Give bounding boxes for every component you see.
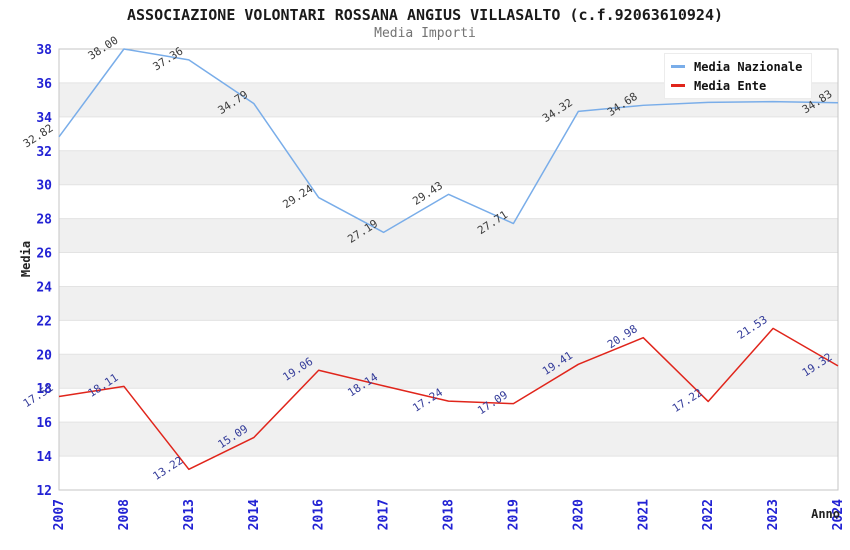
plot-band: [59, 150, 838, 185]
chart-subtitle: Media Importi: [374, 26, 476, 41]
series-line-media-nazionale: [58, 48, 839, 234]
y-tick-label: 12: [36, 484, 52, 499]
legend-swatch-nazionale-icon: [671, 65, 685, 68]
x-tick-label: 2022: [701, 499, 716, 530]
plot-band: [59, 456, 838, 490]
y-tick-label: 14: [36, 450, 52, 465]
y-axis-title: Media: [19, 240, 33, 278]
y-tick-label: 38: [36, 43, 52, 58]
legend-item-media-nazionale: Media Nazionale: [671, 60, 805, 74]
y-tick-label: 30: [36, 179, 52, 194]
x-tick-label: 2008: [117, 499, 132, 530]
y-tick-label: 18: [36, 382, 52, 397]
legend-swatch-ente-icon: [671, 84, 685, 87]
y-tick-label: 20: [36, 348, 52, 363]
x-axis-title: Anno: [811, 507, 840, 521]
plot-band: [59, 184, 838, 219]
x-tick-label: 2007: [52, 499, 67, 530]
y-tick-label: 32: [36, 145, 52, 160]
x-tick-label: 2018: [442, 499, 457, 530]
x-tick-label: 2017: [377, 499, 392, 530]
x-tick-label: 2024: [831, 499, 846, 530]
x-tick-label: 2021: [636, 499, 651, 530]
y-tick-label: 22: [36, 314, 52, 329]
y-tick-label: 28: [36, 213, 52, 228]
x-tick-label: 2023: [766, 499, 781, 530]
legend-label-nazionale: Media Nazionale: [694, 59, 803, 74]
x-tick-label: 2019: [506, 499, 521, 530]
plot-band: [59, 218, 838, 253]
plot-band: [59, 252, 838, 287]
x-tick-label: 2016: [312, 499, 327, 530]
y-tick-label: 24: [36, 280, 52, 295]
y-tick-label: 36: [36, 77, 52, 92]
legend-item-media-ente: Media Ente: [671, 79, 805, 93]
x-tick-label: 2013: [182, 499, 197, 530]
legend: Media Nazionale Media Ente: [664, 53, 812, 99]
plot-band: [59, 422, 838, 457]
y-tick-label: 34: [36, 111, 52, 126]
plot-border: [58, 48, 839, 491]
x-tick-label: 2014: [247, 499, 262, 530]
plot-band: [59, 388, 838, 423]
x-tick-label: 2020: [571, 499, 586, 530]
y-tick-label: 16: [36, 416, 52, 431]
legend-label-ente: Media Ente: [694, 78, 767, 93]
plot-band: [59, 116, 838, 151]
y-tick-label: 26: [36, 247, 52, 262]
series-line-media-ente: [58, 327, 839, 471]
plot-band: [59, 354, 838, 389]
plot-band: [59, 286, 838, 321]
plot-band: [59, 320, 838, 355]
chart-title: ASSOCIAZIONE VOLONTARI ROSSANA ANGIUS VI…: [126, 6, 724, 24]
